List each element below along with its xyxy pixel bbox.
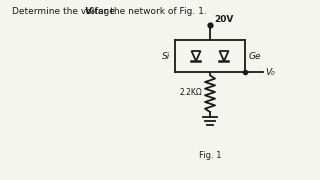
Text: 2.2KΩ: 2.2KΩ — [179, 87, 202, 96]
Text: for the network of Fig. 1.: for the network of Fig. 1. — [92, 7, 207, 16]
Text: Determine the voltage: Determine the voltage — [12, 7, 118, 16]
Text: V₀: V₀ — [265, 68, 275, 76]
Text: 20V: 20V — [214, 15, 233, 24]
Text: Ge: Ge — [249, 51, 261, 60]
Text: Si: Si — [162, 51, 170, 60]
Text: V₀: V₀ — [84, 7, 95, 16]
Text: Fig. 1: Fig. 1 — [199, 152, 221, 161]
